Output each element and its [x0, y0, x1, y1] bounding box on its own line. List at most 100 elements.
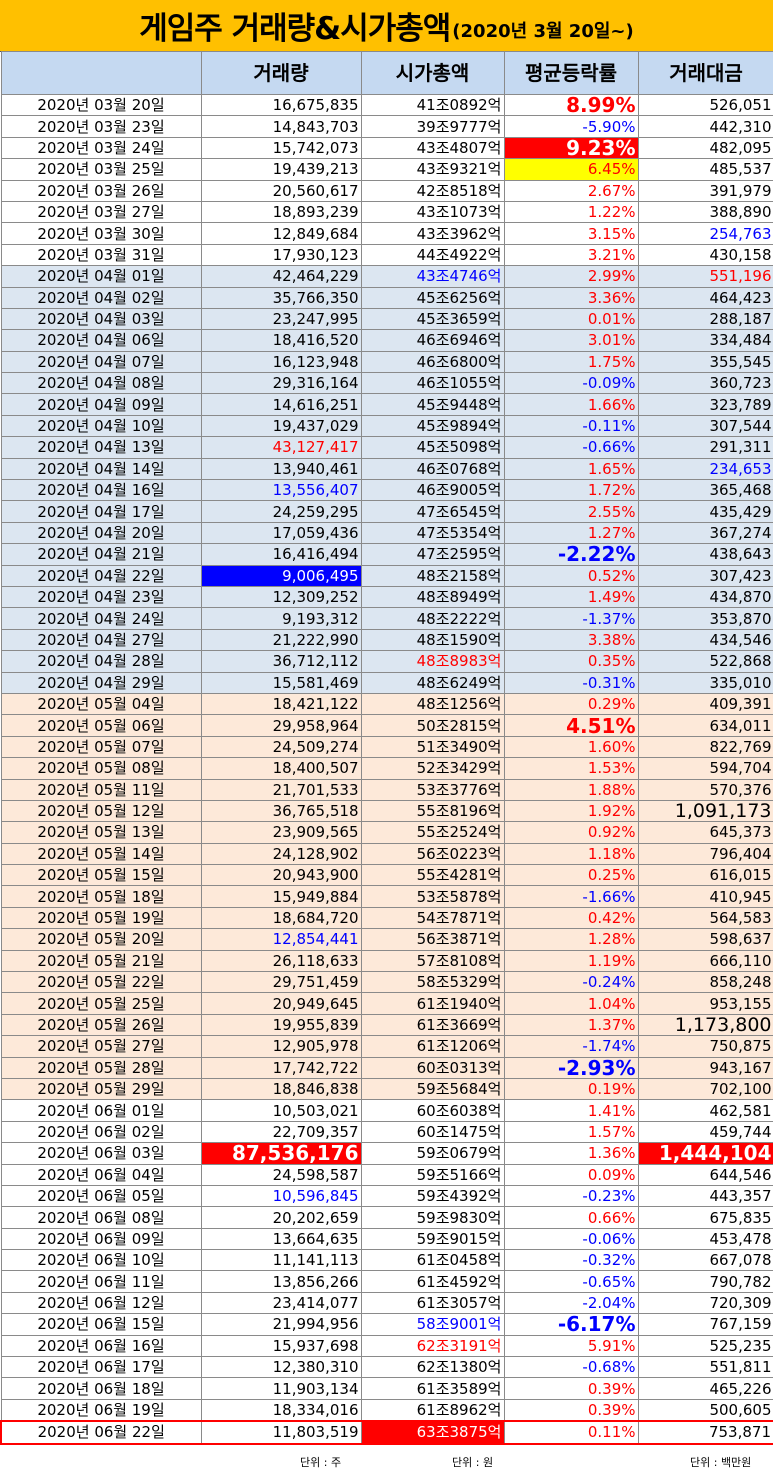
table-row: 2020년 04월 08일 29,316,164 46조1055억 -0.09% 360…	[0, 372, 773, 395]
change-cell: 1.41%	[503, 1099, 639, 1122]
amount-cell: 720,309	[637, 1291, 773, 1315]
table-row: 2020년 06월 04일 24,598,587 59조5166억 0.09% 644,…	[0, 1163, 773, 1186]
amount-cell: 667,078	[637, 1249, 773, 1272]
table-row: 2020년 06월 10일 11,141,113 61조0458억 -0.32% 667…	[0, 1249, 773, 1272]
header-avg-change: 평균등락률	[503, 51, 639, 95]
change-cell: 5.91%	[503, 1334, 639, 1358]
volume-cell: 21,994,956	[200, 1313, 362, 1336]
market-cap-cell: 61조3589억	[360, 1377, 505, 1400]
market-cap-cell: 56조0223억	[360, 842, 505, 866]
volume-cell: 15,742,073	[200, 136, 362, 160]
amount-cell: 410,945	[637, 885, 773, 908]
change-cell: -6.17%	[503, 1313, 639, 1336]
change-cell: 2.67%	[503, 179, 639, 202]
change-cell: 1.88%	[503, 778, 639, 801]
amount-cell: 634,011	[637, 714, 773, 737]
date-cell: 2020년 03월 23일	[0, 115, 202, 138]
market-cap-cell: 55조8196억	[360, 799, 505, 823]
table-row: 2020년 04월 06일 18,416,520 46조6946억 3.01% 334,…	[0, 329, 773, 352]
table-row: 2020년 06월 03일 87,536,176 59조0679억 1.36% 1,44…	[0, 1142, 773, 1165]
amount-cell: 434,870	[637, 585, 773, 609]
date-cell: 2020년 05월 20일	[0, 928, 202, 951]
market-cap-cell: 59조9015억	[360, 1227, 505, 1251]
date-cell: 2020년 06월 09일	[0, 1227, 202, 1251]
date-cell: 2020년 05월 14일	[0, 842, 202, 866]
market-cap-cell: 61조3669억	[360, 1013, 505, 1037]
amount-cell: 1,444,104	[637, 1142, 773, 1165]
date-cell: 2020년 03월 20일	[0, 93, 202, 117]
change-cell: 8.99%	[503, 93, 639, 117]
change-cell: 2.55%	[503, 500, 639, 523]
market-cap-cell: 63조3875억	[360, 1420, 505, 1445]
change-cell: -5.90%	[503, 115, 639, 138]
amount-cell: 796,404	[637, 842, 773, 866]
change-cell: -0.23%	[503, 1184, 639, 1208]
change-cell: 1.49%	[503, 585, 639, 609]
change-cell: 0.52%	[503, 564, 639, 587]
market-cap-cell: 59조9830억	[360, 1206, 505, 1229]
page-subtitle: (2020년 3월 20일~)	[452, 20, 634, 42]
amount-cell: 564,583	[637, 906, 773, 930]
table-row: 2020년 05월 22일 29,751,459 58조5329억 -0.24% 858…	[0, 971, 773, 994]
market-cap-cell: 48조6249억	[360, 671, 505, 694]
change-cell: -2.04%	[503, 1291, 639, 1315]
change-cell: -0.31%	[503, 671, 639, 694]
amount-cell: 753,871	[637, 1420, 773, 1445]
market-cap-cell: 56조3871억	[360, 928, 505, 951]
amount-cell: 953,155	[637, 992, 773, 1015]
change-cell: 3.15%	[503, 222, 639, 245]
table-row: 2020년 06월 22일 11,803,519 63조3875억 0.11% 753,…	[0, 1420, 773, 1445]
amount-cell: 943,167	[637, 1056, 773, 1079]
date-cell: 2020년 06월 11일	[0, 1270, 202, 1293]
header-amount: 거래대금	[637, 51, 773, 95]
amount-cell: 616,015	[637, 864, 773, 887]
amount-cell: 443,357	[637, 1184, 773, 1208]
unit-market-cap: 단위 : 원	[452, 1456, 494, 1469]
table-row: 2020년 05월 19일 18,684,720 54조7871억 0.42% 564,…	[0, 906, 773, 930]
change-cell: 1.36%	[503, 1142, 639, 1165]
change-cell: 3.36%	[503, 286, 639, 309]
change-cell: -2.93%	[503, 1056, 639, 1079]
volume-cell: 17,930,123	[200, 243, 362, 267]
date-cell: 2020년 05월 08일	[0, 757, 202, 780]
date-cell: 2020년 04월 02일	[0, 286, 202, 309]
table-row: 2020년 05월 29일 18,846,838 59조5684억 0.19% 702,…	[0, 1077, 773, 1101]
date-cell: 2020년 05월 28일	[0, 1056, 202, 1079]
market-cap-cell: 62조1380억	[360, 1356, 505, 1379]
unit-amount: 단위 : 백만원	[690, 1456, 752, 1469]
amount-cell: 1,091,173	[637, 799, 773, 823]
volume-cell: 24,598,587	[200, 1163, 362, 1186]
date-cell: 2020년 06월 01일	[0, 1099, 202, 1122]
date-cell: 2020년 03월 30일	[0, 222, 202, 245]
change-cell: 0.35%	[503, 650, 639, 673]
table-row: 2020년 04월 02일 35,766,350 45조6256억 3.36% 464,…	[0, 286, 773, 309]
date-cell: 2020년 05월 27일	[0, 1035, 202, 1058]
market-cap-cell: 60조1475억	[360, 1120, 505, 1144]
market-cap-cell: 43조4807억	[360, 136, 505, 160]
table-row: 2020년 04월 13일 43,127,417 45조5098억 -0.66% 291…	[0, 436, 773, 459]
market-cap-cell: 45조6256억	[360, 286, 505, 309]
volume-cell: 13,556,407	[200, 479, 362, 502]
table-row: 2020년 03월 26일 20,560,617 42조8518억 2.67% 391,…	[0, 179, 773, 202]
table-row: 2020년 03월 24일 15,742,073 43조4807억 9.23% 482,…	[0, 136, 773, 160]
volume-cell: 12,854,441	[200, 928, 362, 951]
change-cell: -2.22%	[503, 543, 639, 566]
table-row: 2020년 03월 31일 17,930,123 44조4922억 3.21% 430,…	[0, 243, 773, 267]
market-cap-cell: 45조9894억	[360, 414, 505, 438]
amount-cell: 430,158	[637, 243, 773, 267]
change-cell: 0.09%	[503, 1163, 639, 1186]
change-cell: -0.11%	[503, 414, 639, 438]
market-cap-cell: 60조6038억	[360, 1099, 505, 1122]
change-cell: 1.92%	[503, 799, 639, 823]
change-cell: -0.24%	[503, 971, 639, 994]
table-row: 2020년 06월 08일 20,202,659 59조9830억 0.66% 675,…	[0, 1206, 773, 1229]
amount-cell: 526,051	[637, 93, 773, 117]
volume-cell: 24,259,295	[200, 500, 362, 523]
date-cell: 2020년 04월 10일	[0, 414, 202, 438]
date-cell: 2020년 05월 15일	[0, 864, 202, 887]
amount-cell: 666,110	[637, 949, 773, 973]
header-date	[0, 51, 202, 95]
market-cap-cell: 41조0892억	[360, 93, 505, 117]
market-cap-cell: 61조4592억	[360, 1270, 505, 1293]
header-market-cap: 시가총액	[360, 51, 505, 95]
